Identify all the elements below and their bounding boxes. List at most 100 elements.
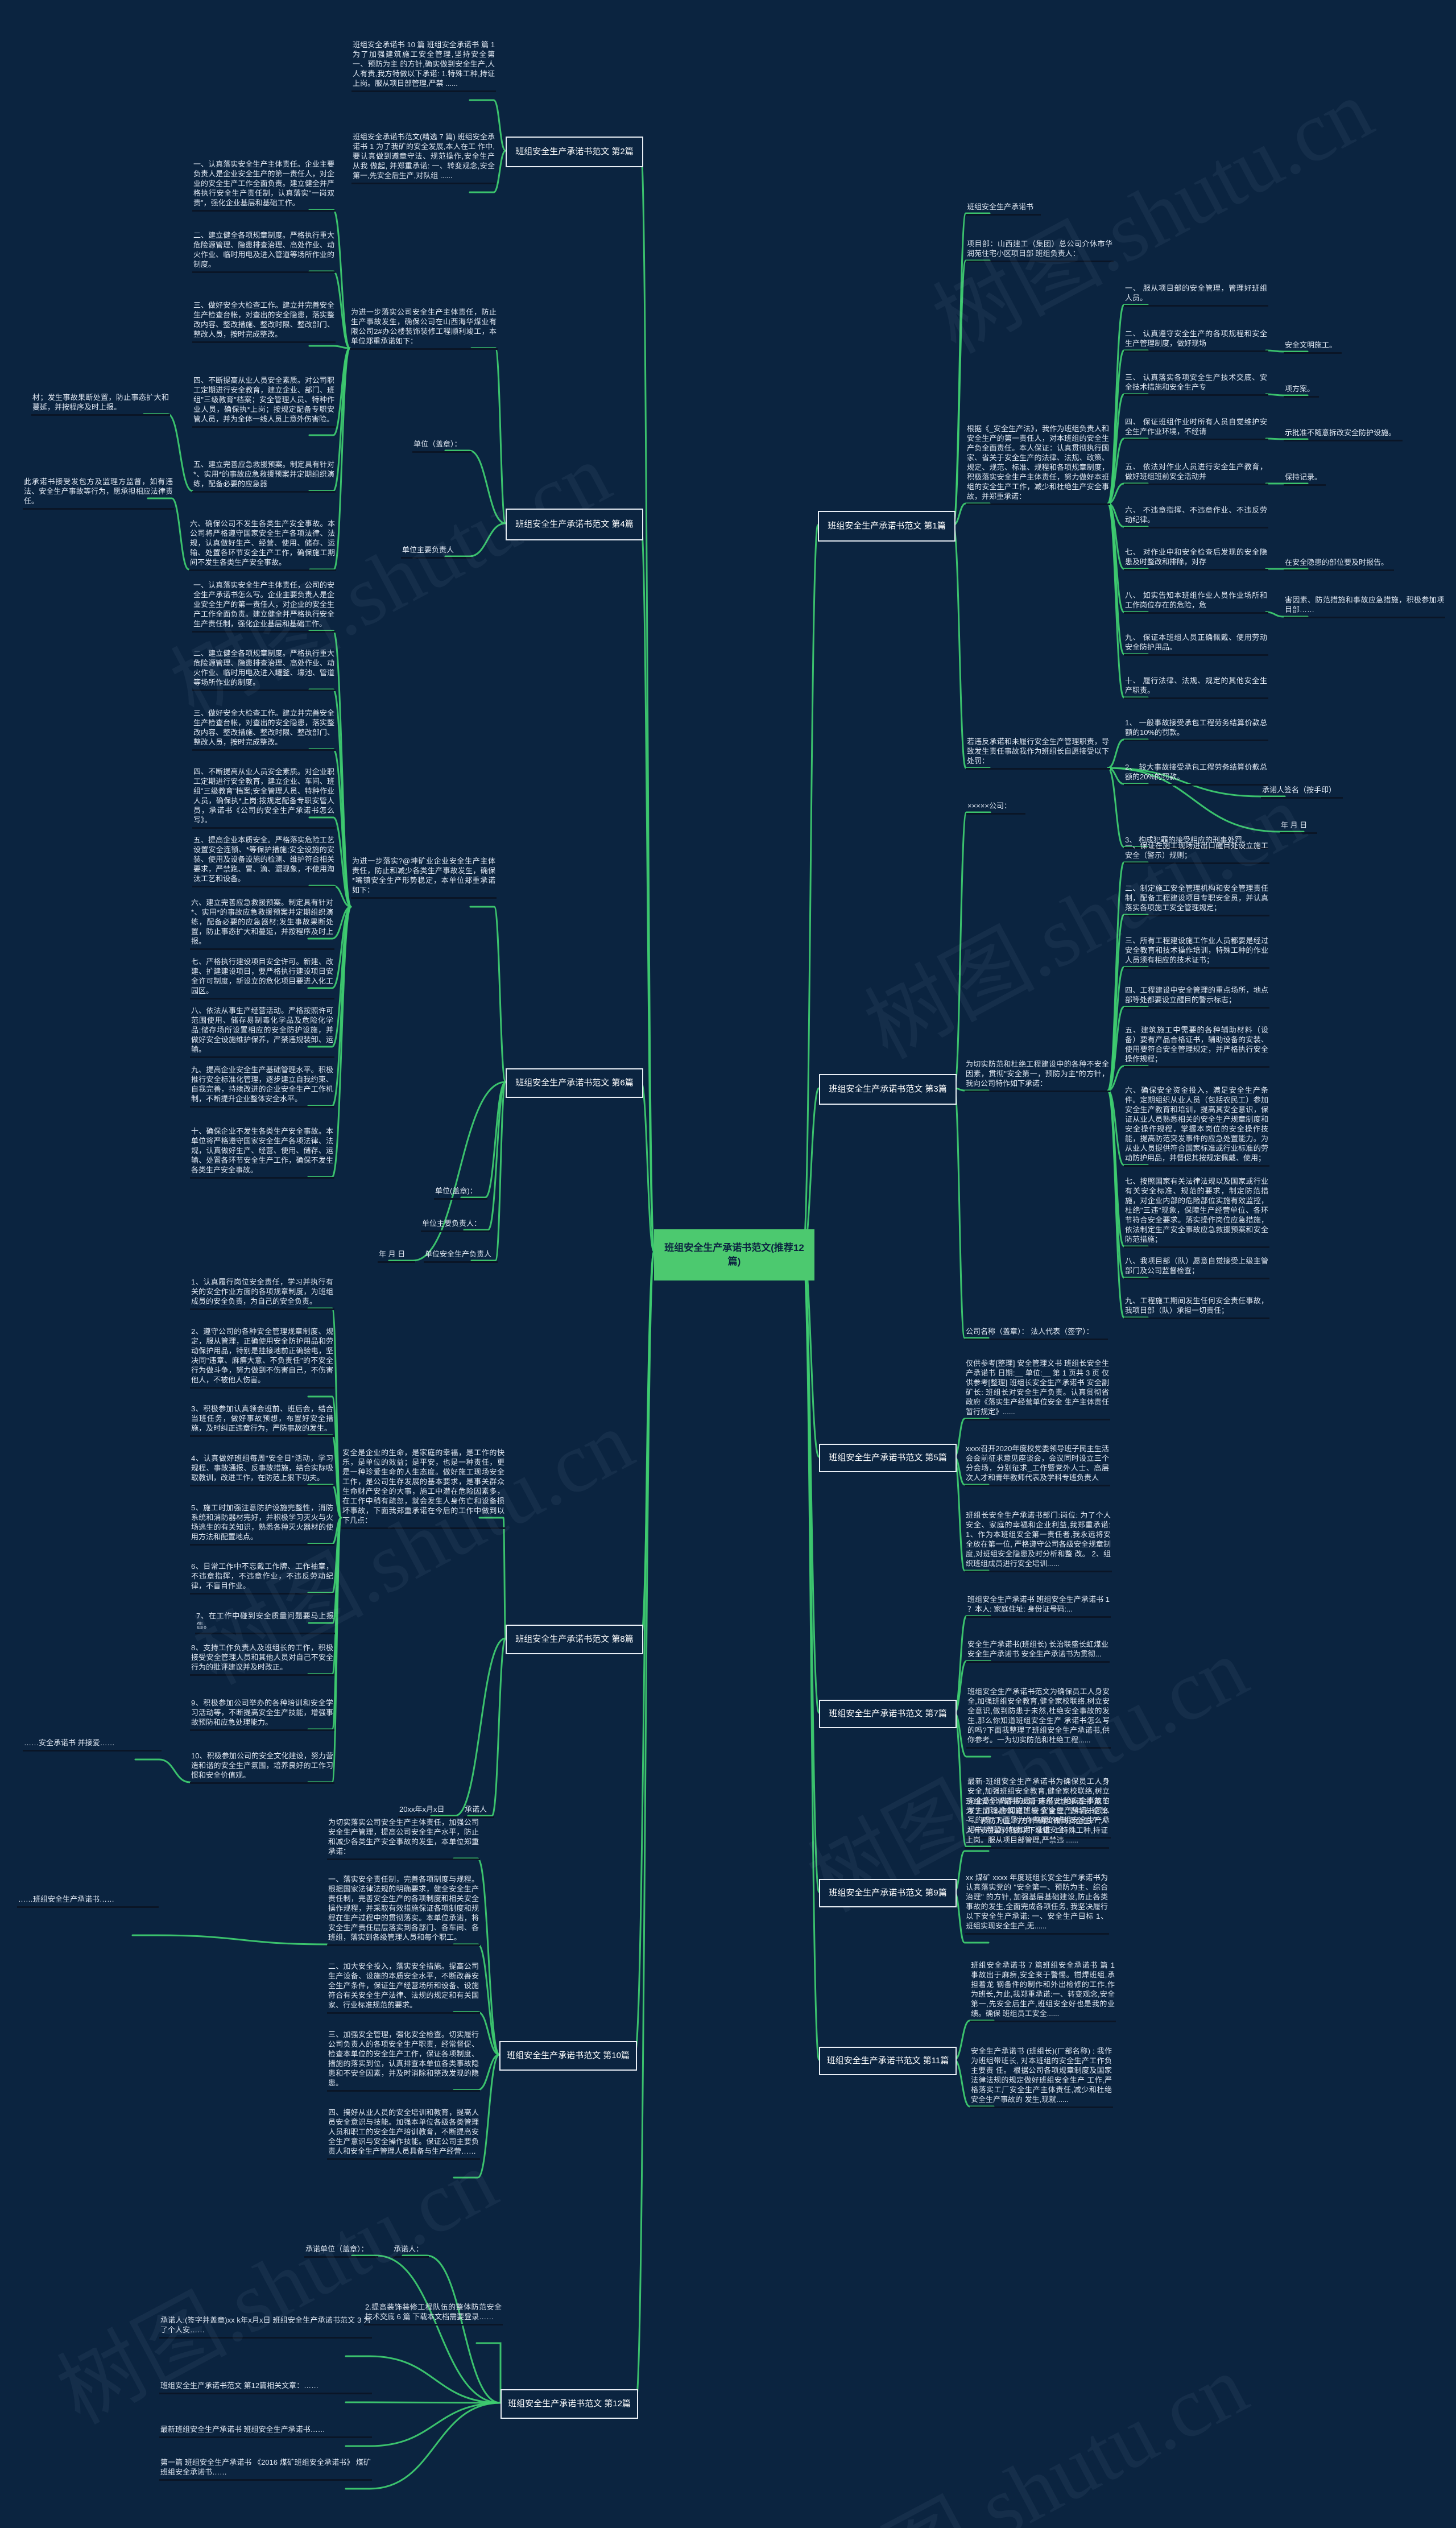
branch-pian-1[interactable]: 班组安全生产承诺书范文 第1篇 (818, 511, 956, 542)
pian6-date[interactable]: 年 月 日 (378, 1249, 415, 1263)
pian3-item-7[interactable]: 七、按照国家有关法律法规以及国家或行业有关安全标准、规范的要求，制定防范措施，对… (1124, 1176, 1269, 1248)
pian10-item-3[interactable]: 三、加强安全管理，强化安全检查。切实履行公司负责人的各项安全生产职责，经常督促、… (327, 2030, 480, 2092)
pian1-item2-note[interactable]: 安全文明施工。 (1284, 340, 1342, 354)
pian8-item-8[interactable]: 8、支持工作负责人及班组长的工作，积极接受安全管理人员和其他人员对自己不安全行为… (190, 1643, 334, 1676)
pian6-item-1[interactable]: 一、认真落实安全生产主体责任，公司的安全生产承诺书怎么写。企业主要负责人是企业安… (192, 580, 336, 633)
pian6-item-4[interactable]: 四、不断提高从业人员安全素质。对企业职工定期进行安全教育，建立企业、车间、班组"… (192, 767, 336, 829)
pian1-penalty-2[interactable]: 2、 较大事故接受承包工程劳务结算价款总额的20%的罚款。 (1124, 762, 1268, 786)
pian1-item5-note[interactable]: 保持记录。 (1284, 472, 1326, 486)
pian1-title[interactable]: 班组安全生产承诺书 (966, 202, 1041, 216)
pian12-ref-4[interactable]: 第一篇 班组安全生产承诺书 《2016 煤矿班组安全承诺书》 煤矿班组安全承诺书… (159, 2457, 372, 2481)
pian7-ref-2[interactable]: 安全生产承诺书(班组长) 长治联盛长虹煤业安全生产承诺书 安全生产承诺书为贯彻.… (966, 1639, 1110, 1663)
pian8-item-4[interactable]: 4、认真做好班组每周"安全日"活动，学习规程、事故通报、反事故措施，结合实际吸取… (190, 1453, 334, 1486)
center-topic[interactable]: 班组安全生产承诺书范文(推荐12篇) (654, 1229, 814, 1280)
pian7-ref-4[interactable]: 最新-班组安全生产承诺书为确保员工人身安全,加强班组安全教育,健全家校联络,树立… (966, 1777, 1111, 1839)
branch-pian-9[interactable]: 班组安全生产承诺书范文 第9篇 (819, 1879, 957, 1907)
pian6-item-2[interactable]: 二、建立健全各项规章制度。严格执行重大危险源管理、隐患排查治理、高处作业、动火作… (192, 648, 336, 691)
pian3-summary[interactable]: 为切实防范和杜绝工程建设中的各种不安全因素，贯彻"安全第一，预防为主"的方针，我… (965, 1059, 1110, 1092)
pian4-item5-note[interactable]: 材；发生事故果断处置，防止事态扩大和蔓延，并按程序及时上报。 (31, 393, 170, 416)
pian12-promiser[interactable]: 承诺人： (392, 2244, 429, 2258)
pian8-item-9[interactable]: 9、积极参加公司举办的各种培训和安全学习活动等，不断提高安全生产技能，增强事故预… (190, 1698, 334, 1731)
pian7-ref-3[interactable]: 班组安全生产承诺书范文为确保员工人身安全,加强班组安全教育,健全家校联络,树立安… (966, 1687, 1111, 1749)
pian1-item-3[interactable]: 三、 认真落实各项安全生产技术交底、安全技术措施和安全生产专 (1124, 373, 1268, 396)
pian4-item-5[interactable]: 五、建立完善应急救援预案。制定具有针对*、实用*的事故应急救援预案并定期组织演练… (192, 460, 336, 493)
pian3-item-3[interactable]: 三、所有工程建设施工作业人员都要是经过安全教育和技术操作培训，特殊工种的作业人员… (1124, 936, 1269, 969)
pian1-project[interactable]: 项目部：山西建工（集团）总公司介休市华润苑住宅小区项目部 班组负责人： (966, 239, 1114, 262)
pian9-ref-2[interactable]: xx 煤矿 xxxx 年度班组长安全生产承诺书为认真落实党的 "安全第一、预防为… (965, 1873, 1109, 1935)
pian8-summary[interactable]: 安全是企业的生命，是家庭的幸福，是工作的快乐，是单位的效益；是平安，也是一种责任… (341, 1448, 506, 1529)
pian4-responsible[interactable]: 单位主要负责人 (401, 545, 471, 559)
pian8-promiser[interactable]: 承诺人 (464, 1804, 494, 1818)
note-pian2-ref1[interactable]: 班组安全承诺书 10 篇 班组安全承诺书 篇 1 为了加强建筑施工安全管理,坚持… (351, 40, 496, 92)
pian1-penalty-summary[interactable]: 若违反承诺和未履行安全生产管理职责，导致发生责任事故我作为班组长自愿接受以下处罚… (966, 737, 1110, 770)
pian1-penalty-1[interactable]: 1、 一般事故接受承包工程劳务结算价款总额的10%的罚款。 (1124, 718, 1268, 741)
pian7-ref-1[interactable]: 班组安全生产承诺书 班组安全生产承诺书 1 ？本人: 家庭住址: 身份证号码:.… (966, 1595, 1111, 1618)
pian6-item-7[interactable]: 七、严格执行建设项目安全许可。新建、改建、扩建建设项目，要严格执行建设项目安全许… (190, 957, 334, 999)
pian8-item-10[interactable]: 10、积极参加公司的安全文化建设，努力营造和谐的安全生产氛围，培养良好的工作习惯… (190, 1751, 334, 1784)
branch-pian-5[interactable]: 班组安全生产承诺书范文 第5篇 (819, 1444, 957, 1472)
pian6-item-8[interactable]: 八、依法从事生产经营活动。严格按照许可范围使用、储存易制毒化学品及危险化学品;储… (190, 1006, 334, 1058)
pian6-item-3[interactable]: 三、做好安全大检查工作。建立并完善安全生产检查台帐，对查出的安全隐患，落实整改内… (192, 708, 336, 751)
pian4-item-2[interactable]: 二、建立健全各项规章制度。严格执行重大危险源管理、隐患排查治理、高处作业、动火作… (192, 230, 336, 273)
branch-pian-6[interactable]: 班组安全生产承诺书范文 第6篇 (506, 1068, 643, 1098)
pian1-date[interactable]: 年 月 日 (1280, 820, 1317, 834)
pian8-item-3[interactable]: 3、积极参加认真领会班前、班后会，结合当班任务，做好事故预想，布置好安全措施，及… (190, 1404, 334, 1437)
pian8-date[interactable]: 20xx年x月x日 (398, 1804, 457, 1818)
pian1-item-7[interactable]: 七、 对作业中和安全检查后发现的安全隐患及时整改和排除，对存 (1124, 547, 1268, 571)
branch-pian-3[interactable]: 班组安全生产承诺书范文 第3篇 (819, 1074, 957, 1105)
pian4-item-4[interactable]: 四、不断提高从业人员安全素质。对公司职工定期进行安全教育，建立企业、部门、班组"… (192, 375, 336, 428)
pian6-safety-responsible[interactable]: 单位安全生产负责人 (424, 1249, 498, 1263)
pian3-item-5[interactable]: 五、建筑施工中需要的各种辅助材料（设备）要有产品合格证书，辅助设备的安装、使用要… (1124, 1025, 1269, 1068)
pian8-item-5[interactable]: 5、施工时加强注意防护设施完整性，消防系统和消防器材完好，并积极学习灭火与火场逃… (190, 1503, 334, 1546)
branch-pian-11[interactable]: 班组安全生产承诺书范文 第11篇 (819, 2047, 957, 2075)
pian6-item-10[interactable]: 十、确保企业不发生各类生产安全事故。本单位将严格遵守国家安全生产各项法律、法规，… (190, 1126, 334, 1179)
pian4-item6-note[interactable]: 此承诺书接受发包方及监理方监督，如有违法、安全生产事故等行为，愿承担相应法律责任… (23, 477, 174, 510)
pian11-ref-1[interactable]: 班组安全承诺书 7 篇班组安全承诺书 篇 1 事故出于麻痹,安全来于警惕。钳焊班… (970, 1960, 1116, 2022)
pian12-unit-seal[interactable]: 承诺单位（盖章）： (304, 2244, 378, 2258)
pian1-item-4[interactable]: 四、 保证班组作业时所有人员自觉维护安全生产作业环境，不经请 (1124, 417, 1268, 440)
pian1-item7-note[interactable]: 在安全隐患的部位要及时报告。 (1284, 557, 1394, 571)
pian1-item-5[interactable]: 五、 依法对作业人员进行安全生产教育，做好班组班前安全活动并 (1124, 462, 1268, 485)
branch-pian-7[interactable]: 班组安全生产承诺书范文 第7篇 (819, 1700, 957, 1728)
branch-pian-12[interactable]: 班组安全生产承诺书范文 第12篇 (500, 2389, 638, 2419)
pian6-unit-seal[interactable]: 单位(盖章)： (434, 1186, 487, 1200)
pian11-ref-2[interactable]: 安全生产承诺书 (班组长)(厂部名称) : 我作为班组带班长, 对本班组的安全生… (970, 2046, 1113, 2108)
pian1-item-6[interactable]: 六、 不违章指挥、不违章作业、不违反劳动纪律。 (1124, 505, 1268, 528)
pian1-item3-note[interactable]: 项方案。 (1284, 384, 1319, 398)
branch-pian-10[interactable]: 班组安全生产承诺书范文 第10篇 (499, 2041, 637, 2071)
pian1-item-2[interactable]: 二、 认真遵守安全生产的各项规程和安全生产管理制度，做好现场 (1124, 329, 1268, 352)
pian4-item-3[interactable]: 三、做好安全大检查工作。建立并完善安全生产检查台帐，对查出的安全隐患，落实整改内… (192, 300, 336, 343)
pian3-item-8[interactable]: 八、我项目部（队）愿意自觉接受上级主管部门及公司监督检查； (1124, 1256, 1269, 1279)
pian6-item-6[interactable]: 六、建立完善应急救援预案。制定具有针对*、实用*的事故应急救援预案并定期组织演练… (190, 898, 334, 950)
pian3-seal-sign[interactable]: 公司名称（盖章）： 法人代表（签字）： (965, 1327, 1108, 1340)
pian1-item8-note[interactable]: 害因素、防范措施和事故应急措施，积极参加项目部…… (1284, 595, 1445, 618)
pian10-item-1[interactable]: 一、落实安全责任制，完善各项制度与规程。根据国家法律法规的明确要求，健全安全生产… (327, 1874, 480, 1946)
pian12-ref-2[interactable]: 班组安全生产承诺书范文 第12篇相关文章：…… (159, 2381, 372, 2394)
pian1-summary[interactable]: 根据《_安全生产法》，我作为班组负责人和安全生产的第一责任人，对本班组的安全生产… (966, 424, 1110, 505)
pian1-sign[interactable]: 承诺人签名（按手印） (1261, 785, 1343, 799)
pian6-responsible[interactable]: 单位主要负责人： (421, 1218, 490, 1232)
pian8-item-2[interactable]: 2、遵守公司的各种安全管理规章制度、规定，服从管理，正确使用安全防护用品和劳动保… (190, 1327, 334, 1389)
pian12-ref-5[interactable]: 2.提高装饰装修工程队伍的整体防范安全技术交底 6 篇 下载本文档需要登录…… (364, 2302, 503, 2325)
pian3-company[interactable]: ×××××公司： (966, 801, 1025, 815)
note-pian2-ref2[interactable]: 班组安全承诺书范文(精选 7 篇) 班组安全承诺书 1 为了我矿的安全发展,本人… (351, 132, 496, 184)
pian8-item-6[interactable]: 6、日常工作中不忘戴工作牌、工作袖章，不违章指挥，不违章作业，不违反劳动纪律，不… (190, 1562, 334, 1595)
pian8-item-7[interactable]: 7、在工作中碰到安全质量问题要马上报告。 (195, 1611, 335, 1634)
pian9-ref-1[interactable]: 班组安全承诺书 8 篇 班组安全承诺书 篇 1 为了加强建筑施工安全管理,坚持安… (965, 1796, 1109, 1849)
pian1-item4-note[interactable]: 示批准不随意拆改安全防护设施。 (1284, 428, 1403, 441)
pian3-item-2[interactable]: 二、制定施工安全管理机构和安全管理责任制，配备工程建设项目专职安全员，并认真落实… (1124, 883, 1269, 916)
pian3-item-9[interactable]: 九、工程施工期间发生任何安全责任事故，我项目部（队）承担一切责任； (1124, 1296, 1269, 1319)
pian3-item-1[interactable]: 一、保证在施工现场进出口醒目处设立施工安全（警示）规则； (1124, 841, 1269, 864)
pian10-item-4[interactable]: 四、搞好从业人员的安全培训和教育，提高人员安全意识与技能。加强本单位各级各类管理… (327, 2108, 480, 2160)
pian1-item-1[interactable]: 一、 服从项目部的安全管理，管理好班组人员。 (1124, 283, 1268, 307)
pian3-item-4[interactable]: 四、工程建设中安全管理的重点场所，地点部等处都要设立醒目的警示标志； (1124, 985, 1269, 1009)
pian1-penalty-3[interactable]: 3、 构成犯罪的接受相应的刑事处罚。 (1124, 835, 1268, 849)
pian4-unit-seal[interactable]: 单位（盖章）： (412, 439, 471, 453)
pian1-item-9[interactable]: 九、 保证本班组人员正确佩戴、使用劳动安全防护用品。 (1124, 633, 1268, 656)
pian6-item-9[interactable]: 九、提高企业安全生产基础管理水平。积极推行安全标准化管理，逐步建立自我约束、自我… (190, 1065, 334, 1108)
pian10-item-2[interactable]: 二、加大安全投入，落实安全措施。提高公司生产设备、设施的本质安全水平，不断改善安… (327, 1961, 480, 2014)
pian10-side-note[interactable]: ……班组安全生产承诺书…… (17, 1894, 159, 1908)
pian4-item-1[interactable]: 一、认真落实安全生产主体责任。企业主要负责人是企业安全生产的第一责任人，对企业的… (192, 159, 336, 212)
branch-pian-4[interactable]: 班组安全生产承诺书范文 第4篇 (506, 509, 643, 540)
pian3-item-6[interactable]: 六、确保安全资金投入，满足安全生产条件。定期组织从业人员（包括农民工）参加安全生… (1124, 1085, 1269, 1167)
